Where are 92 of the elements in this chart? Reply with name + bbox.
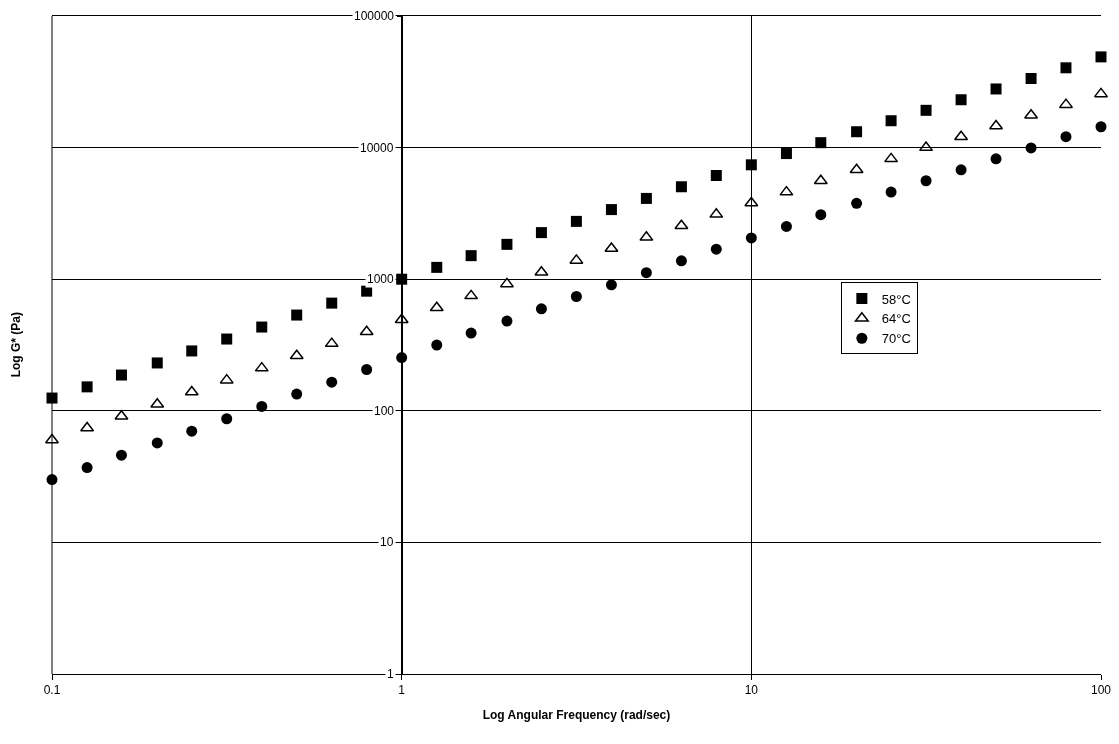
point xyxy=(710,169,722,181)
point xyxy=(429,301,444,312)
point xyxy=(745,159,757,171)
point xyxy=(326,297,338,309)
point xyxy=(780,148,792,160)
point xyxy=(291,309,303,321)
point xyxy=(324,337,339,348)
point xyxy=(464,289,479,300)
point xyxy=(813,174,828,185)
point xyxy=(640,192,652,204)
point xyxy=(394,313,409,324)
point xyxy=(570,215,582,227)
point xyxy=(501,315,513,327)
point xyxy=(501,238,513,250)
x-tick-label: 10 xyxy=(744,683,759,698)
x-tick-label: 100 xyxy=(1090,683,1112,698)
point xyxy=(1060,131,1072,143)
point xyxy=(256,321,268,333)
point xyxy=(219,373,234,384)
point xyxy=(605,279,617,291)
y-tick-label: 100000 xyxy=(354,9,395,23)
point xyxy=(640,267,652,279)
point xyxy=(885,115,897,127)
point xyxy=(990,83,1002,95)
point xyxy=(851,197,863,209)
point xyxy=(674,219,689,230)
point xyxy=(80,421,95,432)
point xyxy=(186,345,198,357)
point xyxy=(744,196,759,207)
y-tick-label: 1000 xyxy=(367,272,395,286)
point xyxy=(604,242,619,253)
point xyxy=(254,361,269,372)
point xyxy=(955,164,967,176)
point xyxy=(710,243,722,255)
point xyxy=(534,265,549,276)
point xyxy=(1095,51,1107,63)
y-tick-label: 1 xyxy=(387,667,394,681)
point xyxy=(851,126,863,138)
legend-label: 70°C xyxy=(881,331,911,347)
point xyxy=(1095,121,1107,133)
point xyxy=(990,153,1002,165)
point xyxy=(535,227,547,239)
point xyxy=(291,388,303,400)
point xyxy=(675,255,687,267)
point xyxy=(1025,142,1037,154)
point xyxy=(675,181,687,193)
point xyxy=(465,250,477,262)
point xyxy=(535,303,547,315)
point xyxy=(326,376,338,388)
point xyxy=(885,186,897,198)
y-axis-title: Log G* (Pa) xyxy=(9,311,24,378)
x-tick-label: 1 xyxy=(398,683,406,698)
point xyxy=(256,400,268,412)
point xyxy=(81,381,93,393)
point xyxy=(780,220,792,232)
point xyxy=(920,104,932,116)
point xyxy=(289,349,304,360)
point xyxy=(431,261,443,273)
point xyxy=(920,175,932,187)
point xyxy=(81,462,93,474)
point xyxy=(815,137,827,149)
point xyxy=(151,437,163,449)
point xyxy=(605,204,617,216)
point xyxy=(359,325,374,336)
point xyxy=(849,163,864,174)
point xyxy=(431,339,443,351)
point xyxy=(115,369,127,381)
y-tick-label: 10 xyxy=(380,535,394,549)
point xyxy=(221,333,233,345)
y-tick-label: 100 xyxy=(374,404,395,418)
point xyxy=(361,364,373,375)
x-axis-title: Log Angular Frequency (rad/sec) xyxy=(482,708,671,723)
point xyxy=(115,449,127,461)
point xyxy=(955,94,967,106)
point xyxy=(186,425,198,437)
point xyxy=(570,290,582,302)
point xyxy=(114,409,129,420)
point xyxy=(745,232,757,244)
point xyxy=(396,273,408,285)
legend-label: 64°C xyxy=(881,311,911,327)
point xyxy=(151,357,163,369)
legend-label: 58°C xyxy=(881,291,911,307)
point xyxy=(1025,73,1037,84)
point xyxy=(815,209,827,221)
point xyxy=(361,285,373,297)
point xyxy=(221,413,233,425)
point xyxy=(465,327,477,339)
point xyxy=(779,185,794,196)
point xyxy=(184,385,199,396)
y-tick-label: 10000 xyxy=(360,141,394,155)
x-tick-label: 0.1 xyxy=(43,683,61,698)
point xyxy=(1060,62,1072,74)
